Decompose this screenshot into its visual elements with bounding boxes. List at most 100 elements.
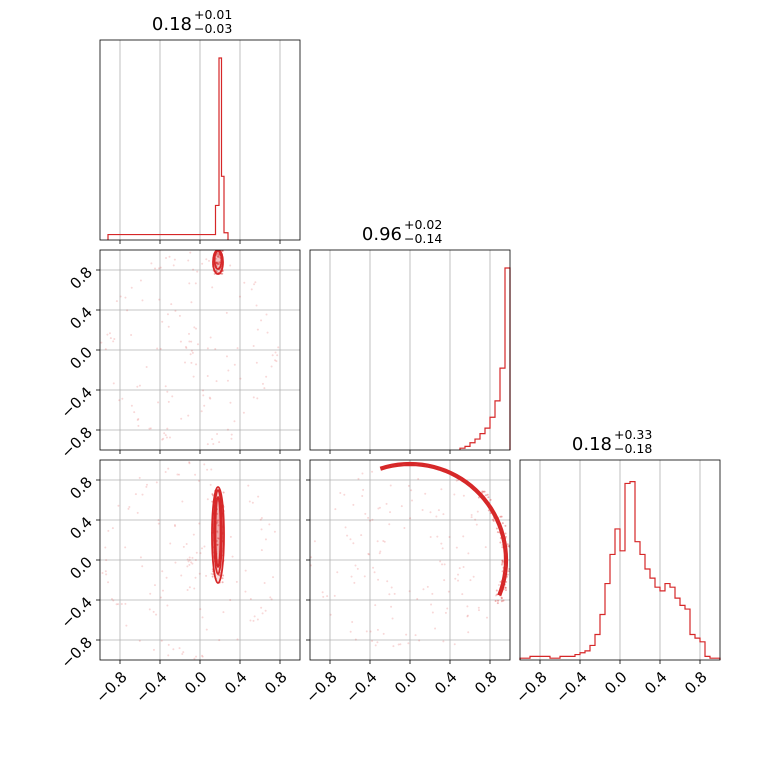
title-minus: −0.14 [404,231,442,246]
scatter-point [178,473,181,476]
scatter-point [124,546,127,549]
scatter-point [494,594,497,597]
scatter-point [216,255,219,258]
scatter-point [236,347,239,350]
scatter-point [184,345,187,348]
scatter-point [441,563,444,566]
scatter-point [221,250,224,252]
scatter-point [136,385,139,388]
scatter-point [115,603,118,606]
scatter-point [263,581,266,584]
scatter-point [321,591,324,594]
scatter-point [156,347,159,350]
scatter-point [176,473,179,476]
histogram-panel-2: −0.8 −0.4 0.0 0.4 0.8 0.18 +0.33−0.18 [512,427,721,707]
scatter-point [495,527,498,530]
scatter-point [244,569,247,572]
scatter-point [188,556,191,559]
x-tick-label: −0.8 [92,668,130,706]
scatter-point [101,572,104,575]
scatter-point [275,360,278,363]
scatter-point [188,559,191,562]
scatter-point [500,596,503,599]
scatter-point [263,387,266,390]
histogram-title: 0.18 +0.01−0.03 [152,7,232,36]
scatter-point [269,596,272,599]
scatter-point [354,638,357,641]
scatter-point [192,533,195,536]
scatter-point [152,648,155,651]
x-tick-label: 0.0 [391,668,421,698]
histogram-step-line [459,267,511,450]
scatter-point [173,258,176,261]
scatter-point [217,262,220,265]
scatter-point [363,575,366,578]
scatter-point [382,632,385,635]
scatter-point [221,272,224,275]
scatter-point [117,603,120,606]
scatter-point [264,609,267,612]
scatter-point [390,586,393,589]
scatter-point [168,255,171,258]
scatter-point [434,627,437,630]
scatter-point [229,599,232,602]
scatter-point [389,484,392,487]
scatter-point [148,427,151,430]
scatter-point [211,494,214,497]
scatter-point [276,354,279,357]
scatter-point [270,365,273,368]
scatter-point [495,593,498,596]
scatter-point [166,427,169,430]
x-tick-label: −0.4 [132,668,170,706]
scatter-point [426,585,429,588]
scatter-point [500,597,503,600]
scatter-point [150,262,153,265]
scatter-point [230,437,233,440]
scatter-point [157,401,160,404]
scatter-point [188,563,191,566]
scatter-point [182,545,185,548]
scatter-point [164,434,167,437]
scatter-point [243,281,246,284]
scatter-point [201,262,204,265]
scatter-point [424,492,427,495]
scatter-point [205,574,208,577]
scatter-point [167,643,170,646]
scatter-point [170,303,173,306]
scatter-point [174,525,177,528]
scatter-point [206,374,209,377]
scatter-point [190,301,193,304]
scatter-point [165,436,168,439]
x-tick-label: 0.0 [601,668,631,698]
scatter-point [134,493,137,496]
scatter-point [191,556,194,559]
scatter-point [216,537,219,540]
scatter-point [264,538,267,541]
scatter-point [212,442,215,445]
scatter-point [208,259,211,262]
scatter-point [392,645,395,648]
scatter-point [489,498,492,501]
scatter-point [226,428,229,431]
scatter-point [159,266,162,269]
y-tick-label: 0.4 [66,303,96,333]
scatter-point [351,621,354,624]
scatter-point [188,282,191,285]
scatter-point [454,577,457,580]
scatter-point [346,534,349,537]
x-tick-label: −0.8 [302,668,340,706]
scatter-point [501,546,504,549]
scatter-point [206,498,209,501]
scatter-point [217,263,220,266]
scatter-point [233,363,236,366]
scatter-point [372,566,375,569]
scatter-point [195,551,198,554]
scatter-point [360,534,363,537]
scatter-point [357,477,360,480]
y-tick-label: 0.8 [66,473,96,503]
scatter-point [187,332,190,335]
scatter-point [216,263,219,266]
scatter-point [112,340,115,343]
scatter-point [167,654,170,657]
